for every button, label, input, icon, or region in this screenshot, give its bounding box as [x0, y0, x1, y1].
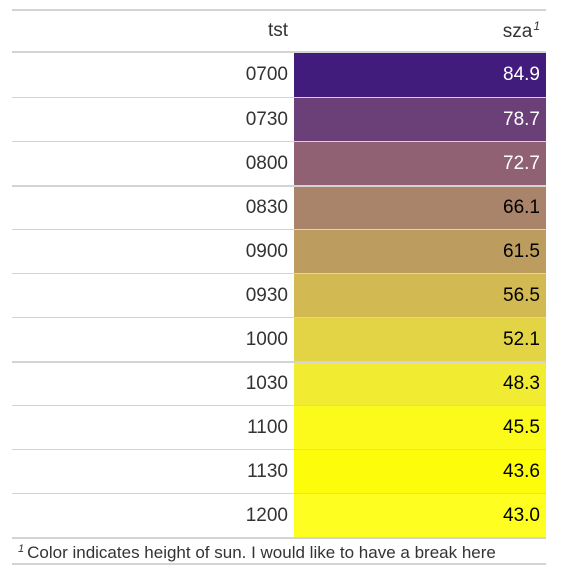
cell-tst: 0830 [245, 197, 288, 218]
table-row: 0900 61.5 [12, 229, 546, 273]
table-row: 1130 43.6 [12, 449, 546, 493]
cell-sza: 52.1 [294, 318, 546, 361]
table-row: 0730 78.7 [12, 97, 546, 141]
footnote-number: 1 [18, 543, 25, 555]
table-row: 0800 72.7 [12, 141, 546, 185]
table-row: 0700 84.9 [12, 53, 546, 97]
cell-tst: 0800 [245, 152, 288, 174]
column-header-tst-label: tst [267, 20, 288, 41]
cell-tst: 1130 [247, 460, 288, 482]
cell-sza: 43.0 [294, 494, 546, 537]
cell-sza: 45.5 [294, 406, 546, 449]
table-body: 0700 84.9 0730 78.7 0800 72.7 0830 66.1 0900 61.5… [12, 53, 546, 537]
column-header-sza: sza1 [294, 19, 546, 43]
cell-sza: 72.7 [294, 142, 546, 185]
table-row: 1000 52.1 [12, 317, 546, 361]
cell-tst: 1030 [245, 373, 288, 394]
cell-sza: 48.3 [294, 363, 546, 405]
cell-tst: 0900 [245, 240, 288, 262]
column-header-tst: tst [12, 20, 294, 42]
footnote-text: Color indicates height of sun. I would l… [27, 543, 496, 562]
table-top-rule [12, 9, 546, 11]
cell-tst: 1200 [245, 504, 288, 526]
footnote-bottom-rule [12, 563, 546, 565]
table-header-row: tst sza1 [12, 11, 546, 53]
cell-sza: 66.1 [294, 187, 546, 229]
table-row: 1200 43.0 [12, 493, 546, 537]
cell-tst: 1100 [247, 416, 288, 438]
cell-sza: 56.5 [294, 274, 546, 317]
footnote-mark: 1 [533, 19, 540, 33]
data-table: tst sza1 0700 84.9 0730 78.7 0800 72.7 0830 66.… [12, 9, 546, 565]
cell-sza: 84.9 [294, 53, 546, 97]
table-row: 0830 66.1 [12, 185, 546, 229]
table-footnote: 1 Color indicates height of sun. I would … [12, 539, 546, 563]
cell-tst: 0700 [245, 64, 288, 85]
table-bottom-rule [12, 537, 546, 539]
cell-tst: 0930 [245, 284, 288, 306]
cell-tst: 1000 [245, 328, 288, 350]
column-header-sza-label: sza [502, 21, 533, 42]
table-row: 1100 45.5 [12, 405, 546, 449]
cell-sza: 61.5 [294, 230, 546, 273]
cell-sza: 78.7 [294, 98, 546, 141]
table-row: 1030 48.3 [12, 361, 546, 405]
cell-tst: 0730 [245, 108, 288, 130]
table-row: 0930 56.5 [12, 273, 546, 317]
cell-sza: 43.6 [294, 450, 546, 493]
